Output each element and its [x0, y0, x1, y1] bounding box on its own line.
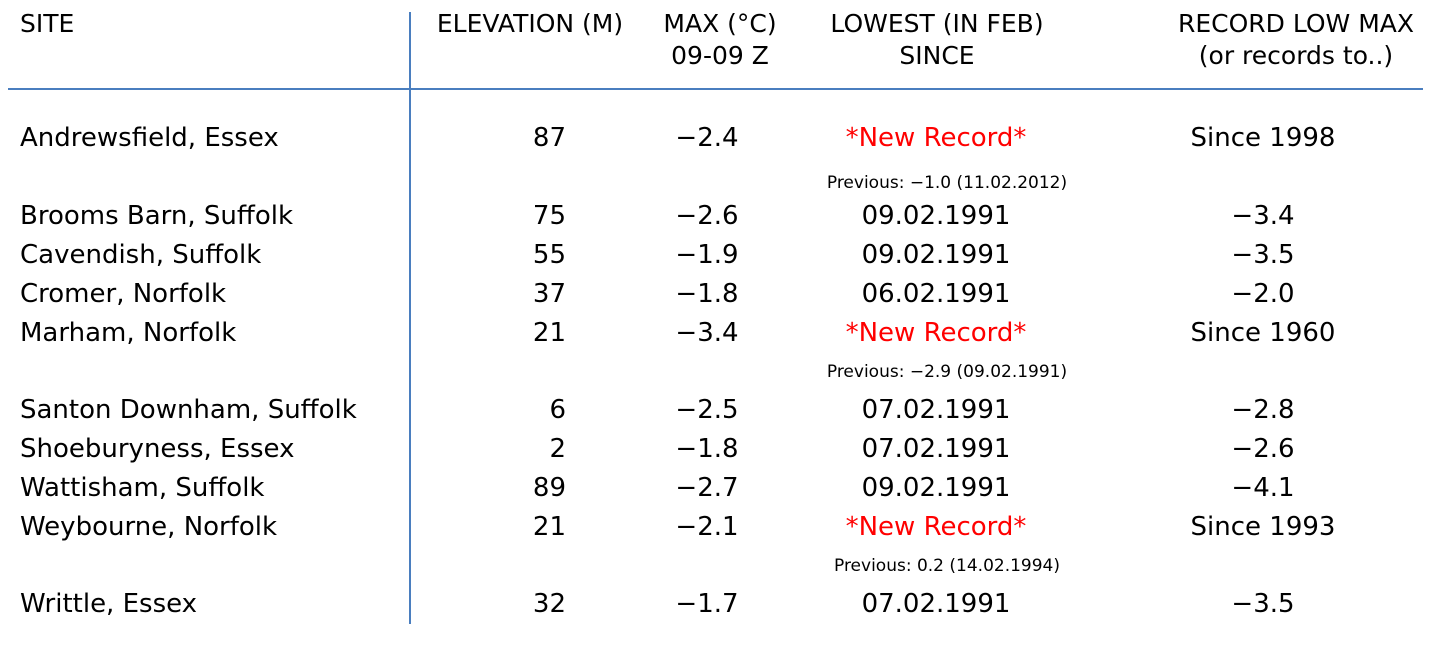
table-row: Shoeburyness, Essex 2 −1.8 07.02.1991 −2.6 [0, 430, 1435, 469]
table-row: Santon Downham, Suffolk 6 −2.5 07.02.1991 −2… [0, 391, 1435, 430]
record-low-max-cell: −3.5 [1231, 589, 1295, 619]
table-row: Marham, Norfolk 21 −3.4 *New Record* Since 1… [0, 314, 1435, 353]
table-row: Weybourne, Norfolk 21 −2.1 *New Record* Sinc… [0, 508, 1435, 547]
elevation-cell: 2 [549, 434, 566, 464]
previous-record-note: Previous: −1.0 (11.02.2012) [826, 173, 1068, 193]
header-elevation-label: ELEVATION (M) [436, 9, 624, 38]
record-low-max-cell: −3.4 [1231, 201, 1295, 231]
site-cell: Writtle, Essex [20, 589, 198, 619]
record-low-max-cell: Since 1993 [1190, 512, 1336, 542]
lowest-since-cell: 07.02.1991 [861, 434, 1011, 464]
max-temp-cell: −2.1 [675, 512, 739, 542]
record-low-max-cell: −4.1 [1231, 473, 1295, 503]
max-temp-cell: −1.8 [675, 279, 739, 309]
site-cell: Santon Downham, Suffolk [20, 395, 357, 425]
max-temp-cell: −2.5 [675, 395, 739, 425]
lowest-since-cell: 09.02.1991 [861, 201, 1011, 231]
elevation-cell: 55 [532, 240, 566, 270]
header-lowest-line2: SINCE [899, 41, 975, 70]
header-record-line1: RECORD LOW MAX [1177, 9, 1415, 38]
record-low-max-cell: Since 1998 [1190, 123, 1336, 153]
lowest-since-cell: 06.02.1991 [861, 279, 1011, 309]
header-lowest: LOWEST (IN FEB) SINCE [830, 8, 1043, 72]
header-elevation: ELEVATION (M) [437, 8, 623, 40]
header-site: SITE [20, 8, 74, 40]
site-cell: Marham, Norfolk [20, 318, 237, 348]
max-temp-cell: −2.4 [675, 123, 739, 153]
record-low-max-cell: Since 1960 [1190, 318, 1336, 348]
header-max-line1: MAX (°C) [663, 9, 777, 38]
table-row: Wattisham, Suffolk 89 −2.7 09.02.1991 −4.1 [0, 469, 1435, 508]
elevation-cell: 6 [549, 395, 566, 425]
elevation-cell: 21 [532, 512, 566, 542]
header-max-line2: 09-09 Z [671, 41, 769, 70]
elevation-cell: 75 [532, 201, 566, 231]
header-site-label: SITE [20, 9, 75, 38]
header-lowest-line1: LOWEST (IN FEB) [830, 9, 1044, 38]
lowest-since-cell: 09.02.1991 [861, 240, 1011, 270]
max-temp-cell: −2.7 [675, 473, 739, 503]
header-record-line2: (or records to..) [1198, 41, 1394, 70]
max-temp-cell: −1.8 [675, 434, 739, 464]
elevation-cell: 32 [532, 589, 566, 619]
lowest-since-cell: 09.02.1991 [861, 473, 1011, 503]
record-low-max-cell: −3.5 [1231, 240, 1295, 270]
header-record: RECORD LOW MAX (or records to..) [1178, 8, 1414, 72]
record-low-max-cell: −2.8 [1231, 395, 1295, 425]
table-vertical-divider [409, 12, 411, 624]
max-temp-cell: −1.9 [675, 240, 739, 270]
table-row: Cavendish, Suffolk 55 −1.9 09.02.1991 −3.5 [0, 236, 1435, 275]
max-temp-cell: −3.4 [675, 318, 739, 348]
elevation-cell: 21 [532, 318, 566, 348]
elevation-cell: 89 [532, 473, 566, 503]
table-row: Brooms Barn, Suffolk 75 −2.6 09.02.1991 −3.4 [0, 197, 1435, 236]
lowest-since-cell: 07.02.1991 [861, 395, 1011, 425]
lowest-since-cell: *New Record* [845, 318, 1027, 348]
site-cell: Cromer, Norfolk [20, 279, 227, 309]
site-cell: Andrewsfield, Essex [20, 123, 279, 153]
record-low-max-cell: −2.0 [1231, 279, 1295, 309]
previous-record-note: Previous: −2.9 (09.02.1991) [826, 362, 1068, 382]
elevation-cell: 87 [532, 123, 566, 153]
table-row: Andrewsfield, Essex 87 −2.4 *New Record* Sin… [0, 119, 1435, 158]
previous-record-note: Previous: 0.2 (14.02.1994) [833, 556, 1061, 576]
site-cell: Cavendish, Suffolk [20, 240, 262, 270]
max-temp-cell: −1.7 [675, 589, 739, 619]
lowest-since-cell: *New Record* [845, 123, 1027, 153]
elevation-cell: 37 [532, 279, 566, 309]
site-cell: Wattisham, Suffolk [20, 473, 265, 503]
header-max: MAX (°C) 09-09 Z [663, 8, 776, 72]
record-low-max-cell: −2.6 [1231, 434, 1295, 464]
max-temp-cell: −2.6 [675, 201, 739, 231]
site-cell: Weybourne, Norfolk [20, 512, 278, 542]
site-cell: Brooms Barn, Suffolk [20, 201, 293, 231]
lowest-since-cell: 07.02.1991 [861, 589, 1011, 619]
site-cell: Shoeburyness, Essex [20, 434, 295, 464]
table-header-divider [8, 88, 1423, 90]
lowest-since-cell: *New Record* [845, 512, 1027, 542]
table-row: Writtle, Essex 32 −1.7 07.02.1991 −3.5 [0, 585, 1435, 624]
table-row: Cromer, Norfolk 37 −1.8 06.02.1991 −2.0 [0, 275, 1435, 314]
